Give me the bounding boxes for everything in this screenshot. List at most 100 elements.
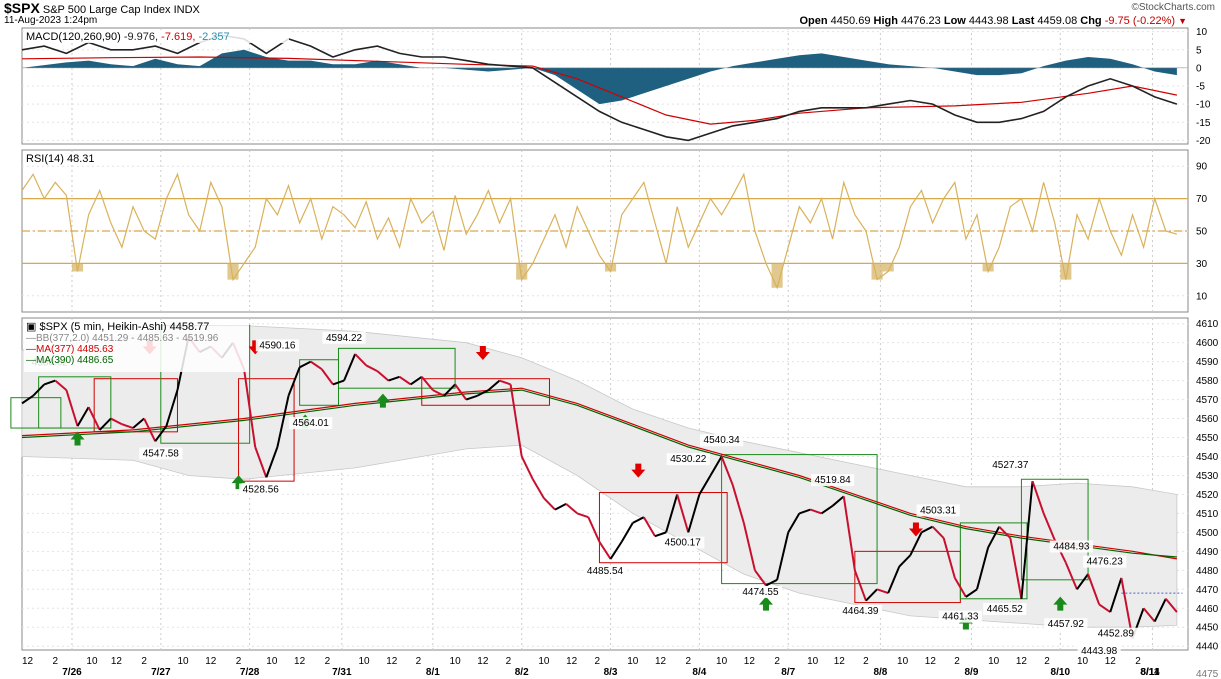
price-label-bg (1044, 618, 1088, 631)
green-range-box (721, 454, 878, 585)
price-label-bg (1077, 644, 1121, 657)
price-label: 4443.98 (1081, 646, 1118, 657)
open-value: 4450.69 (830, 15, 871, 27)
price-segment (1076, 573, 1089, 590)
price-segment (720, 456, 734, 486)
price-segment (842, 496, 856, 571)
macd-legend: MACD(120,260,90) -9.976, -7.619, -2.357 (26, 31, 230, 43)
price-segment (1009, 537, 1023, 599)
price-segment (276, 395, 290, 448)
price-segment (32, 383, 45, 397)
price-label-bg (139, 447, 183, 460)
price-segment (1109, 577, 1123, 613)
up-arrow-icon (1053, 596, 1068, 611)
red-range-box (421, 378, 550, 406)
macd-signal-line (21, 56, 1178, 125)
x-hour-tick-label: 12 (925, 656, 937, 667)
price-segment (1042, 513, 1056, 541)
x-hour-tick-label: 12 (834, 656, 846, 667)
price-segment (998, 525, 1012, 539)
price-segment (1087, 573, 1101, 605)
price-label: 4519.84 (815, 475, 852, 486)
price-segment (132, 417, 145, 429)
price-segment (887, 566, 901, 594)
price-segment (831, 495, 845, 507)
price-label: 4530.22 (670, 454, 707, 465)
price-segment (43, 379, 56, 386)
price-segment (321, 368, 334, 385)
down-arrow-icon (631, 463, 646, 478)
price-segment (1031, 480, 1045, 514)
price-label-bg (255, 339, 300, 352)
price-segment (531, 478, 545, 499)
red-range-box (238, 378, 295, 482)
low-value: 4443.98 (968, 15, 1009, 27)
price-segment (398, 375, 412, 386)
price-segment (665, 494, 679, 533)
x-hour-tick-label: 2 (141, 656, 147, 667)
price-segment (443, 383, 456, 397)
brand-watermark: ©StockCharts.com (1131, 2, 1215, 13)
price-segment (376, 370, 390, 382)
x-hour-tick-label: 12 (477, 656, 489, 667)
price-label: 4540.34 (704, 435, 741, 446)
rsi-line (21, 172, 1178, 290)
x-date-tick-label: 8/2 (515, 667, 529, 678)
x-hour-tick-label: 10 (897, 656, 909, 667)
high-label: High (873, 15, 898, 27)
rsi-y-tick-label: 90 (1196, 162, 1208, 173)
x-hour-tick-label: 12 (294, 656, 306, 667)
down-triangle-icon: ▼ (1178, 16, 1187, 26)
price-segment (953, 577, 967, 598)
price-segment (987, 526, 1001, 549)
quote-summary: Open 4450.69 High 4476.23 Low 4443.98 La… (799, 15, 1187, 27)
price-label-bg (700, 434, 744, 447)
price-segment (76, 406, 90, 427)
x-hour-tick-label: 2 (236, 656, 242, 667)
x-date-tick-label: 8/9 (965, 667, 979, 678)
x-date-tick-label: 7/26 (62, 667, 82, 678)
x-hour-tick-label: 10 (538, 656, 550, 667)
price-label-bg (738, 585, 783, 598)
price-label-bg (666, 453, 710, 466)
price-segment (110, 417, 123, 426)
macd-y-tick-label: 10 (1196, 27, 1208, 38)
price-segment (1020, 481, 1034, 599)
price-label: 4484.93 (1053, 541, 1090, 552)
price-segment (499, 379, 511, 386)
macd-legend-bg (24, 30, 289, 43)
x-date-tick-label: 8/7 (781, 667, 795, 678)
price-label: 4465.52 (987, 604, 1024, 615)
ma377-legend: —MA(377) 4485.63 (26, 344, 114, 355)
price-segment (265, 446, 279, 478)
price-label: 4452.89 (1098, 629, 1135, 640)
red-range-box (598, 492, 728, 564)
price-segment (143, 418, 157, 442)
macd-y-tick-label: 0 (1196, 63, 1202, 74)
price-segment (799, 508, 811, 515)
green-range-box (38, 376, 112, 429)
price-segment (731, 484, 745, 524)
up-arrow-icon (70, 431, 85, 446)
rsi-y-tick-label: 50 (1196, 227, 1208, 238)
x-date-tick-label: 7/27 (151, 667, 171, 678)
macd-legend-part: -7.619, (158, 31, 195, 43)
x-hour-tick-label: 12 (22, 656, 34, 667)
price-segment (787, 512, 801, 533)
price-segment (576, 512, 589, 519)
price-y-tick-label: 4550 (1196, 433, 1219, 444)
price-legend: ▣ $SPX (5 min, Heikin-Ashi) 4458.77 (26, 321, 209, 333)
macd-legend-part: MACD(120,260,90) (26, 31, 121, 43)
rsi-y-tick-label: 30 (1196, 259, 1208, 270)
price-segment (876, 588, 889, 595)
price-segment (299, 360, 312, 369)
x-hour-tick-label: 12 (655, 656, 667, 667)
price-y-tick-label: 4450 (1196, 623, 1219, 634)
price-label-bg (838, 604, 883, 617)
rsi-y-tick-label: 10 (1196, 291, 1208, 302)
price-label: 4476.23 (1087, 557, 1124, 568)
price-segment (476, 389, 489, 397)
symbol: $SPX (4, 0, 40, 16)
price-y-tick-label: 4480 (1196, 566, 1219, 577)
ma390-line (21, 389, 1177, 558)
